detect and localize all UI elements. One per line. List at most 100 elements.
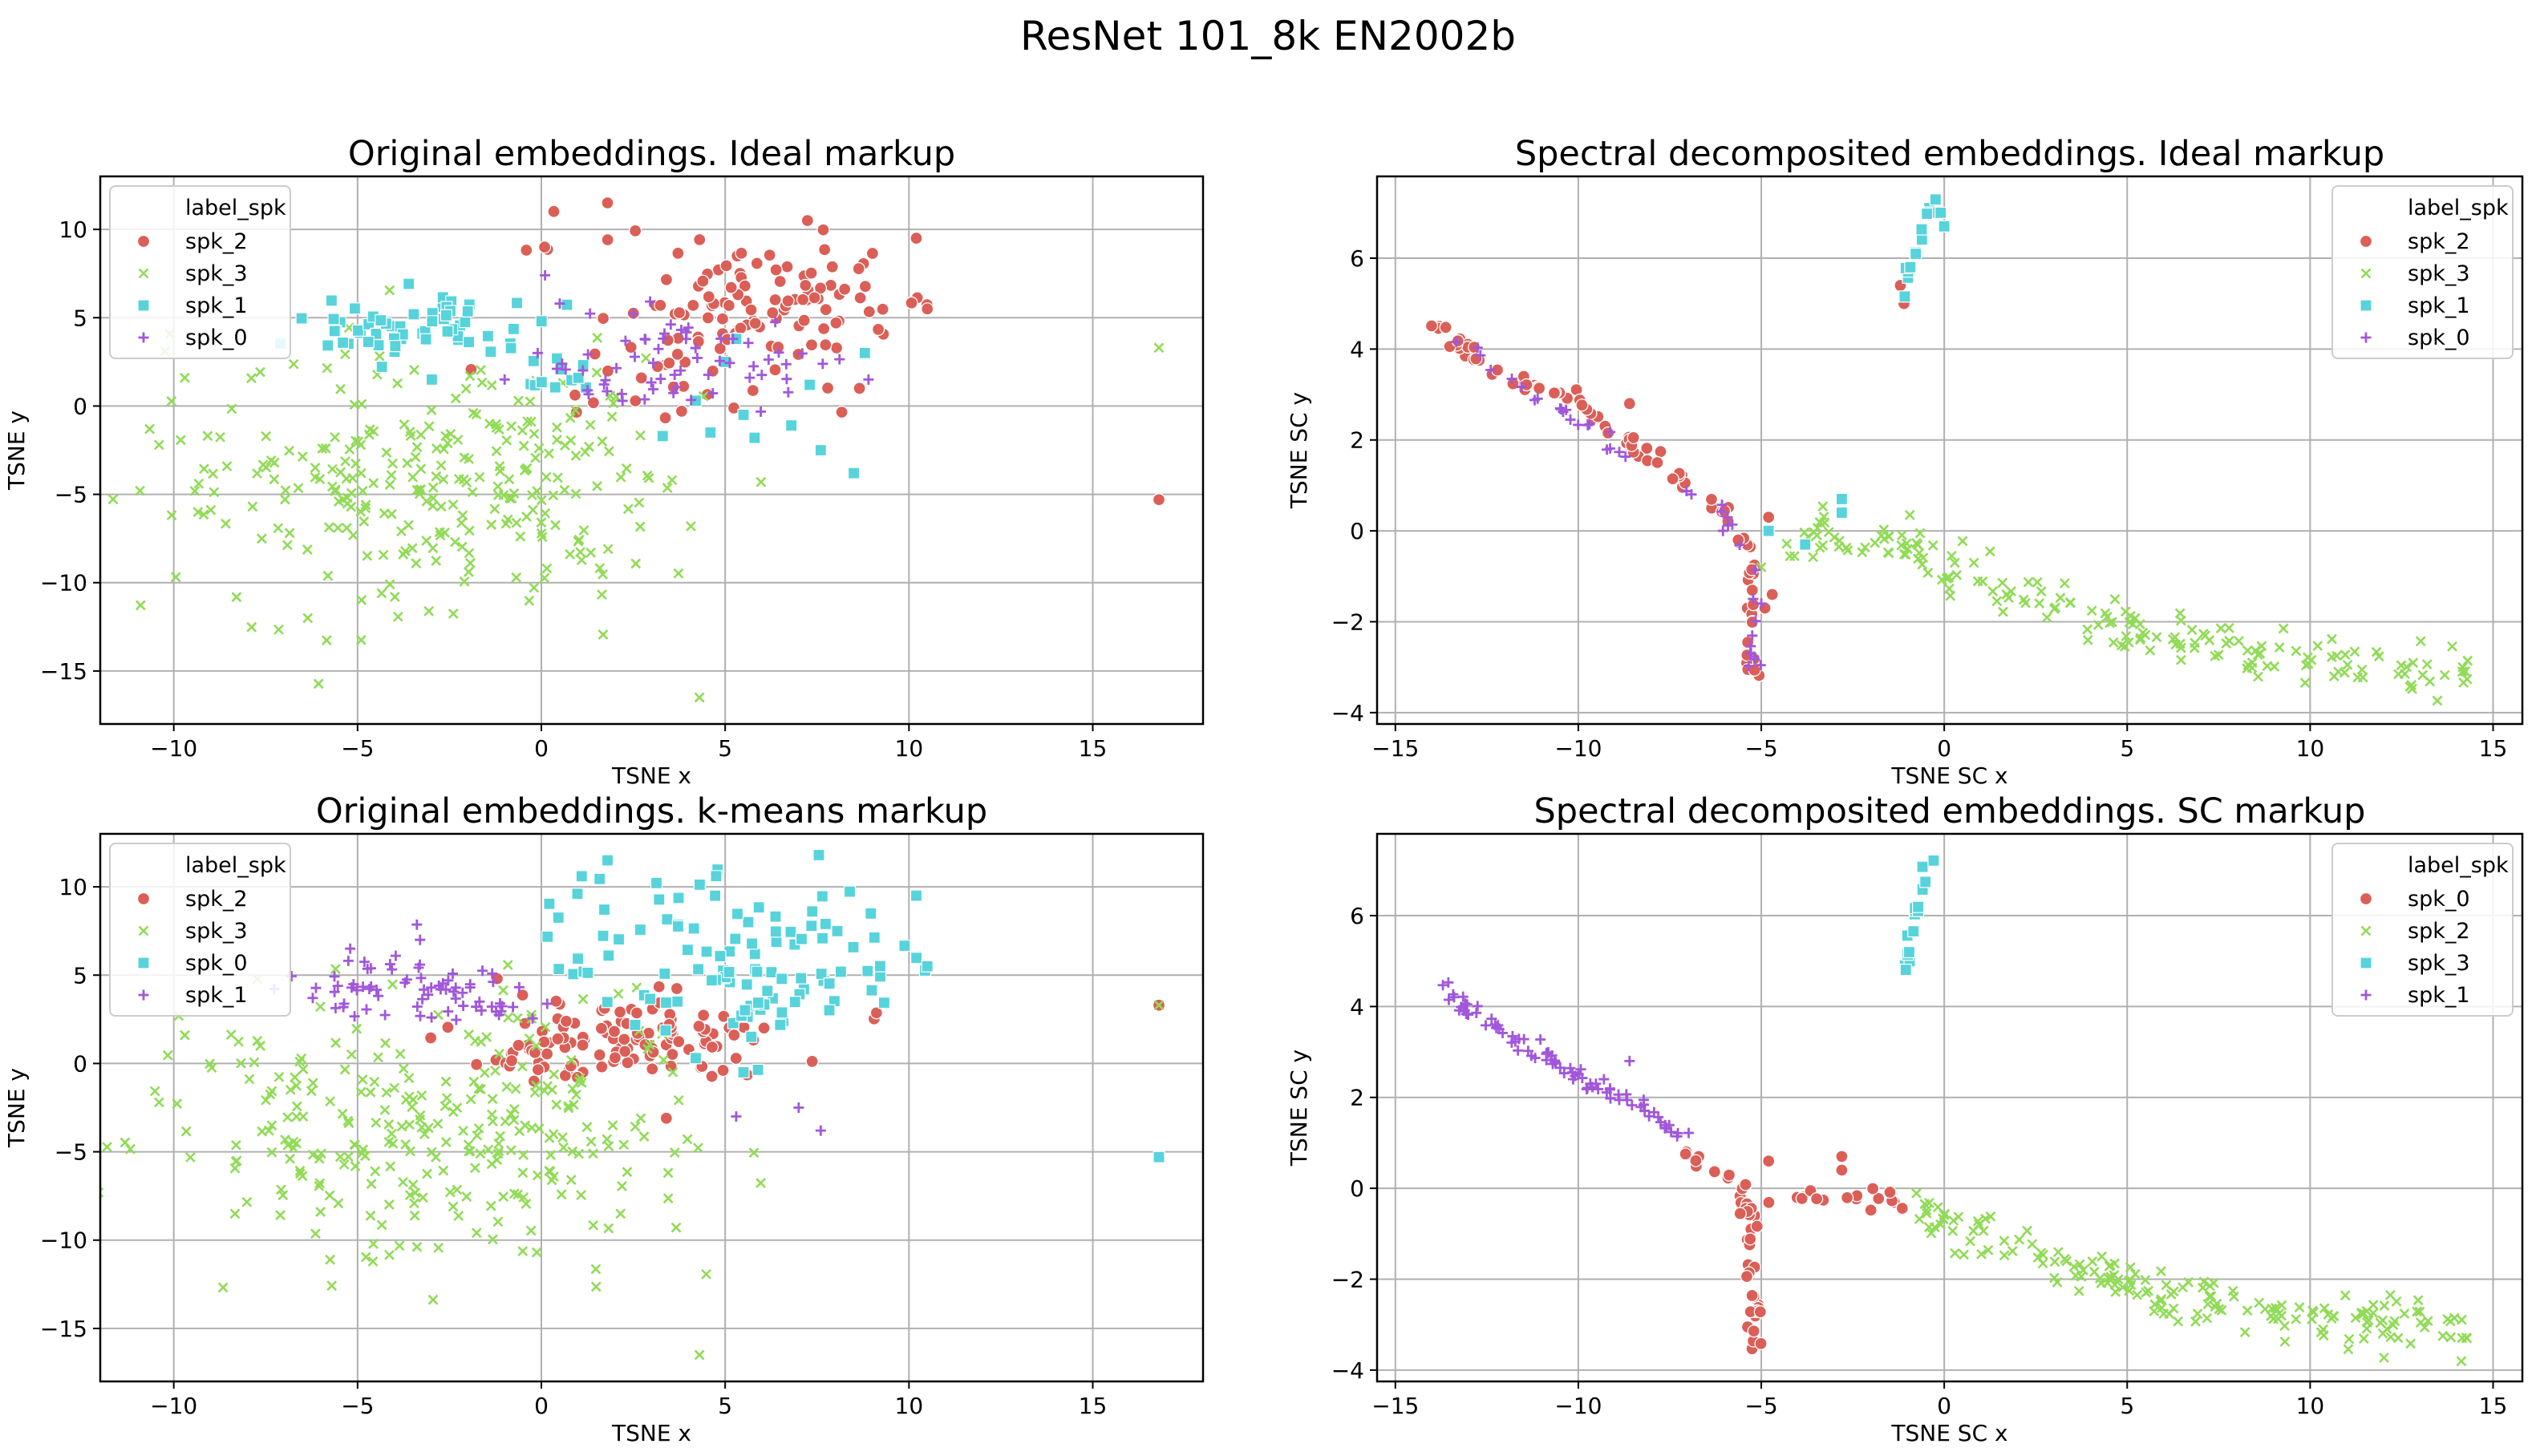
data-point-spk_0 [700,945,713,958]
data-point-spk_3 [431,471,442,482]
data-point-spk_0 [748,948,761,961]
data-point-spk_3 [2064,597,2076,609]
data-point-spk_1 [1934,206,1947,219]
legend-marker-spk_2 [136,234,151,249]
data-point-spk_3 [2108,637,2119,648]
data-point-spk_0 [653,893,666,906]
data-point-spk_0 [1872,1191,1886,1206]
data-point-spk_3 [1911,537,1922,548]
y-tick-label: 4 [1350,993,1364,1020]
data-point-spk_3 [325,1096,336,1107]
data-point-spk_3 [598,629,609,640]
data-point-spk_0 [691,352,703,363]
data-point-spk_3 [1153,342,1165,354]
data-point-spk_3 [440,431,452,442]
data-point-spk_1 [443,1006,454,1017]
data-point-spk_2 [2198,1282,2208,1293]
data-point-spk_3 [522,416,533,427]
data-point-spk_3 [536,495,547,506]
data-point-spk_2 [2294,1302,2305,1312]
data-point-spk_0 [1722,1168,1736,1182]
data-point-spk_1 [375,313,387,327]
data-point-spk_3 [458,1125,469,1136]
data-point-spk_3 [590,1264,602,1275]
chart-panel-4: −15 −10 −5 0 5 10 15 −4 −2 0 2 4 6 Spectral decomposi… [1286,791,2524,1446]
data-point-spk_3 [403,1091,415,1102]
data-point-spk_1 [541,998,553,1009]
data-point-spk_2 [727,1028,741,1042]
data-point-spk_3 [573,1148,585,1159]
data-point-spk_2 [2419,1322,2430,1333]
data-point-spk_3 [2223,622,2234,633]
data-point-spk_3 [356,595,367,605]
data-point-spk_3 [571,1089,581,1100]
data-point-spk_1 [419,333,432,346]
data-point-spk_3 [341,523,352,533]
data-point-spk_2 [646,1045,660,1059]
data-point-spk_2 [1976,1248,1987,1260]
data-point-spk_2 [2412,1306,2422,1317]
data-point-spk_3 [2278,623,2289,634]
data-point-spk_2 [1965,1236,1976,1247]
data-point-spk_1 [1627,1099,1638,1110]
data-point-spk_3 [588,1148,598,1159]
data-point-spk_3 [494,1049,504,1059]
x-tick-label: 10 [895,735,924,762]
data-point-spk_1 [1541,1054,1552,1066]
data-point-spk_0 [715,333,727,344]
chart-panel-2: −15 −10 −5 0 5 10 15 −4 −2 0 2 4 6 Spectral decomposi… [1286,134,2524,789]
data-point-spk_3 [185,1152,196,1163]
x-tick-label: −10 [150,1393,197,1419]
data-point-spk_2 [551,1032,565,1045]
data-point-spk_2 [1923,1222,1934,1232]
data-point-spk_1 [426,315,439,328]
data-point-spk_2 [2105,1272,2117,1283]
data-point-spk_2 [687,298,700,312]
legend-label: spk_3 [2408,951,2470,976]
data-point-spk_3 [565,548,576,560]
data-point-spk_2 [559,1014,573,1028]
data-point-spk_3 [1984,546,1995,557]
data-point-spk_3 [411,1241,423,1252]
data-point-spk_2 [2073,1285,2084,1296]
data-point-spk_1 [1522,1045,1533,1057]
data-point-spk_2 [693,233,707,247]
data-point-spk_2 [2141,1287,2152,1298]
data-point-spk_2 [595,1060,609,1074]
data-point-spk_3 [682,1134,693,1145]
data-point-spk_3 [2190,637,2201,649]
data-point-spk_3 [381,447,392,458]
data-point-spk_3 [2034,598,2045,609]
data-point-spk_3 [415,1110,426,1121]
data-point-spk_0 [499,374,510,385]
data-point-spk_3 [1957,536,1968,547]
axes-frame [1375,832,2524,1383]
data-point-spk_2 [670,347,684,362]
data-point-spk_2 [2074,1259,2085,1270]
data-point-spk_3 [512,1013,523,1024]
data-point-spk_3 [414,488,425,499]
data-point-spk_3 [2055,593,2066,604]
data-point-spk_2 [2190,1316,2201,1327]
data-point-spk_3 [379,1105,391,1115]
data-point-spk_0 [601,854,614,867]
data-point-spk_0 [823,1004,836,1017]
data-point-spk_3 [438,1165,449,1176]
data-point-spk_3 [153,1097,164,1108]
data-point-spk_2 [2343,1344,2354,1355]
data-point-spk_2 [1985,1211,1996,1222]
data-point-spk_3 [1902,945,1916,959]
data-point-spk_2 [1532,382,1546,395]
data-point-spk_3 [591,367,602,378]
data-point-spk_0 [1717,525,1728,536]
legend: label_spk spk_2 spk_3 spk_1 spk_0 [109,185,291,359]
data-point-spk_3 [320,443,331,454]
data-point-spk_3 [381,1087,392,1098]
data-point-spk_3 [384,285,395,296]
data-point-spk_0 [868,931,881,944]
legend: label_spk spk_0 spk_2 spk_3 spk_1 [2331,843,2514,1017]
y-tick-label: −4 [1331,700,1364,726]
data-point-spk_3 [2312,641,2323,652]
data-point-spk_2 [905,296,918,309]
data-point-spk_3 [486,1109,497,1120]
